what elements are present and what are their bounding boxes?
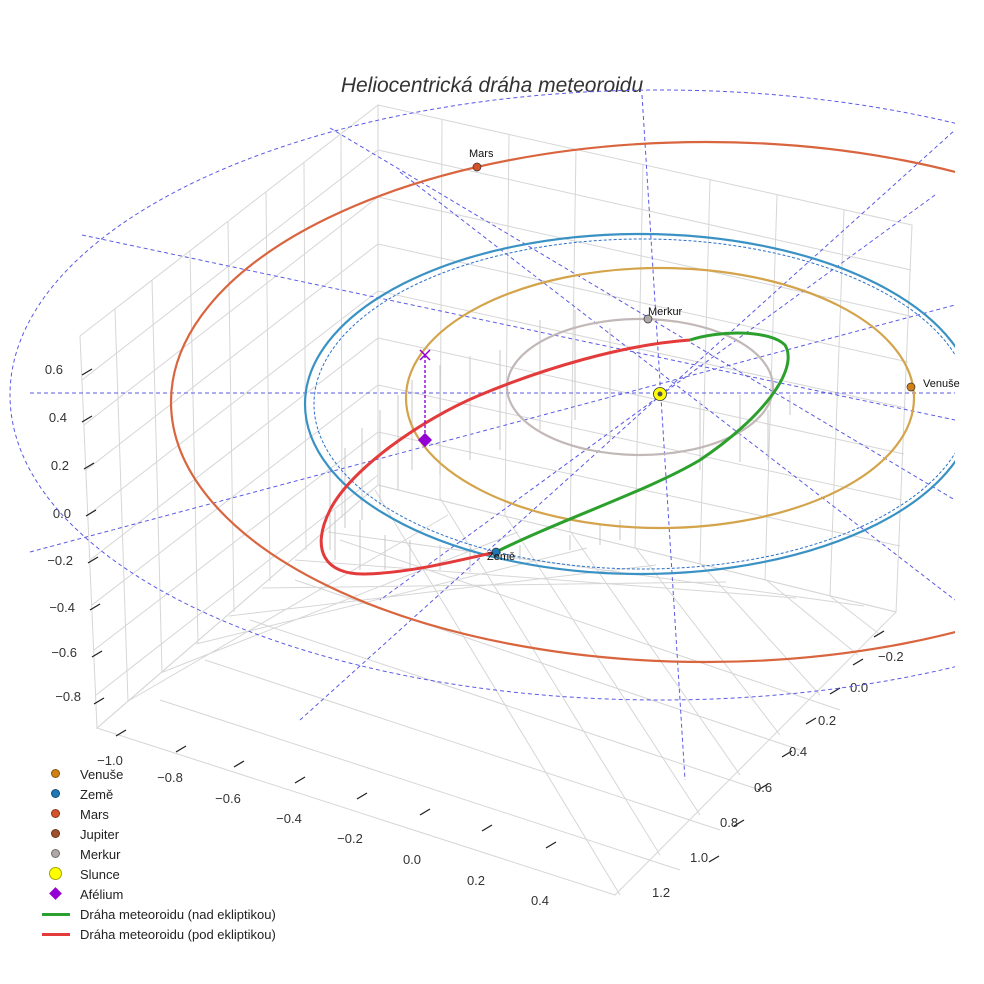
x-tick-label: −0.4 (276, 811, 302, 826)
legend-dot-icon (51, 849, 60, 858)
chart-title: Heliocentrická dráha meteoroidu (340, 74, 644, 97)
venus-label: Venuše (923, 378, 960, 390)
z-tick-label: 0.4 (49, 410, 67, 425)
x-tick-label: 0.4 (531, 893, 549, 908)
legend-item[interactable]: Slunce (36, 864, 276, 884)
y-tick-label: 0.4 (789, 744, 807, 759)
legend-item[interactable]: Jupiter (36, 824, 276, 844)
legend-diamond-icon (49, 887, 62, 900)
y-tick-label: 1.0 (690, 850, 708, 865)
legend-swatch (36, 824, 76, 844)
z-tick-label: −0.2 (47, 553, 73, 568)
legend-item[interactable]: Afélium (36, 884, 276, 904)
legend-swatch (36, 804, 76, 824)
legend-label: Venuše (80, 766, 124, 782)
legend-item[interactable]: Země (36, 784, 276, 804)
axis-ticks (81, 368, 885, 863)
mercury-marker (643, 314, 653, 324)
legend-dot-icon (51, 789, 60, 798)
aphelion-projection-marker (419, 349, 431, 361)
legend-swatch (36, 904, 76, 924)
legend-label: Dráha meteoroidu (pod ekliptikou) (80, 926, 276, 942)
legend-dot-icon (49, 867, 62, 880)
venus-orbit (404, 266, 916, 530)
legend-label: Afélium (80, 886, 124, 902)
z-tick-label: 0.6 (45, 362, 63, 377)
x-tick-label: −1.0 (97, 753, 123, 768)
legend-item[interactable]: Dráha meteoroidu (pod ekliptikou) (36, 924, 276, 944)
x-tick-label: 0.2 (467, 873, 485, 888)
legend-line-icon (42, 913, 70, 916)
earth-marker (491, 547, 501, 557)
legend-line-icon (42, 933, 70, 936)
legend-item[interactable]: Merkur (36, 844, 276, 864)
mars-marker (472, 162, 482, 172)
y-tick-label: 0.2 (818, 713, 836, 728)
meteoroid-orbit-above (495, 331, 790, 554)
legend-swatch (36, 924, 76, 944)
legend-dot-icon (51, 809, 60, 818)
earth-label: Země (487, 551, 515, 563)
x-tick-label: −0.2 (337, 831, 363, 846)
reference-lines (9, 89, 955, 781)
y-tick-label: 0.6 (754, 780, 772, 795)
z-tick-label: −0.4 (49, 600, 75, 615)
legend-swatch (36, 764, 76, 784)
legend-label: Merkur (80, 846, 121, 862)
legend-item[interactable]: Mars (36, 804, 276, 824)
z-tick-labels: 0.6 0.4 0.2 0.0 −0.2 −0.4 −0.6 −0.8 (45, 362, 81, 704)
mars-label: Mars (469, 148, 494, 160)
legend-label: Jupiter (80, 826, 120, 842)
mars-orbit (170, 140, 955, 664)
legend-swatch (36, 784, 76, 804)
earth-orbit (304, 232, 955, 576)
legend-label: Země (80, 786, 114, 802)
z-tick-label: −0.8 (55, 689, 81, 704)
x-tick-labels: −1.0 −0.8 −0.6 −0.4 −0.2 0.0 0.2 0.4 (97, 753, 549, 908)
sun-marker (653, 387, 667, 401)
z-tick-label: 0.0 (53, 506, 71, 521)
y-tick-label: 1.2 (652, 885, 670, 900)
y-tick-label: 0.0 (850, 680, 868, 695)
x-tick-label: −0.8 (157, 770, 183, 785)
legend-swatch (36, 864, 76, 884)
aphelion-marker (417, 432, 433, 448)
legend: Venuše Země Mars Jupiter Merkur Slunce Afélium… (36, 764, 276, 944)
legend-swatch (36, 844, 76, 864)
legend-label: Mars (80, 806, 109, 822)
z-tick-label: −0.6 (51, 645, 77, 660)
venus-marker (906, 382, 916, 392)
legend-item[interactable]: Dráha meteoroidu (nad ekliptikou) (36, 904, 276, 924)
mercury-orbit (505, 317, 775, 457)
y-tick-label: 0.8 (720, 815, 738, 830)
legend-swatch (36, 884, 76, 904)
legend-dot-icon (51, 829, 60, 838)
y-tick-label: −0.2 (878, 649, 904, 664)
earth-orbit-inner (313, 238, 955, 570)
x-tick-label: 0.0 (403, 852, 421, 867)
legend-label: Slunce (80, 866, 120, 882)
mercury-label: Merkur (648, 306, 683, 318)
legend-item[interactable]: Venuše (36, 764, 276, 784)
meteoroid-orbit-below (319, 338, 691, 576)
legend-label: Dráha meteoroidu (nad ekliptikou) (80, 906, 276, 922)
legend-dot-icon (51, 769, 60, 778)
x-tick-label: −0.6 (215, 791, 241, 806)
z-tick-label: 0.2 (51, 458, 69, 473)
y-tick-labels: −0.2 0.0 0.2 0.4 0.6 0.8 1.0 1.2 (652, 649, 904, 900)
